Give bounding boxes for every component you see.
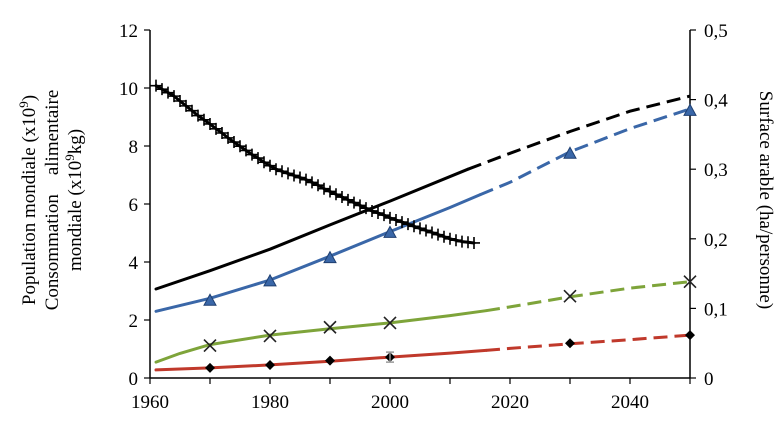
series-layer: [150, 79, 697, 373]
series-4-plus-marker: [444, 232, 456, 245]
right-y-tick-label: 0,1: [704, 299, 728, 320]
x-tick-label: 2000: [371, 392, 409, 413]
series-2-x-marker: [683, 275, 697, 289]
series-4-plus-marker: [438, 230, 450, 243]
series-2-solid-line: [154, 309, 488, 364]
plot-area: [149, 30, 691, 379]
x-tick-label: 2020: [491, 392, 529, 413]
series-4-plus-marker: [402, 218, 414, 231]
series-4-plus-marker: [342, 193, 354, 206]
series-4-plus-marker: [360, 202, 372, 215]
series-1-solid-line: [154, 193, 482, 313]
x-tick-label: 2040: [611, 392, 649, 413]
left-axis-title-line3: mondiale (x109kg): [62, 129, 86, 271]
series-4-plus-marker: [180, 99, 192, 112]
series-4-plus-marker: [420, 224, 432, 237]
series-4-plus-marker: [348, 196, 360, 209]
series-3-diamond-marker: [205, 362, 215, 373]
series-4-plus-marker: [324, 185, 336, 198]
series-4-plus-marker: [288, 169, 300, 182]
left-y-tick-label: 0: [129, 369, 139, 390]
series-4-solid-line: [154, 84, 476, 245]
series-1-triangle-marker: [203, 293, 217, 306]
series-4-plus-marker: [336, 191, 348, 204]
series-4-plus-marker: [174, 94, 186, 107]
series-4-plus-marker: [186, 104, 198, 117]
series-3-dashed-line: [485, 333, 691, 352]
series-4-plus-marker: [384, 211, 396, 224]
series-3-diamond-marker: [565, 338, 575, 349]
left-axis-title: Population mondiale (x109) Consommation …: [16, 90, 86, 311]
series-4-plus-marker: [408, 220, 420, 233]
left-y-tick-label: 10: [119, 79, 138, 100]
series-4-plus-marker: [318, 182, 330, 195]
error-bar-marker: [386, 351, 394, 363]
series-4-plus-marker: [414, 222, 426, 235]
left-axis-title-line2: Consommation alimentaire: [42, 90, 63, 311]
series-4-plus-marker: [372, 207, 384, 220]
series-4-plus-marker: [216, 127, 228, 140]
left-y-tick-label: 8: [129, 137, 139, 158]
left-y-tick-label: 2: [129, 311, 139, 332]
right-y-tick-label: 0,5: [704, 21, 728, 42]
series-3-diamond-marker: [325, 355, 335, 366]
right-y-tick-label: 0,3: [704, 160, 728, 181]
series-4-plus-marker: [294, 171, 306, 184]
left-y-tick-label: 4: [129, 253, 139, 274]
right-y-tick-label: 0,4: [704, 91, 728, 112]
series-4-plus-marker: [468, 236, 480, 249]
series-1-triangle-marker: [683, 103, 697, 116]
series-4-plus-marker: [270, 163, 282, 176]
series-3-diamond-marker: [685, 330, 695, 341]
series-4-plus-marker: [330, 188, 342, 201]
left-y-tick-label: 6: [129, 195, 139, 216]
left-y-tick-label: 12: [119, 21, 138, 42]
series-4-plus-marker: [306, 176, 318, 189]
series-2-x-marker: [203, 338, 217, 353]
series-2-x-marker: [263, 329, 277, 343]
series-1-triangle-marker: [263, 273, 277, 287]
series-4-plus-marker: [450, 234, 462, 247]
right-axis-title: Surface arable (ha/personne): [755, 91, 776, 309]
series-2-x-marker: [563, 289, 577, 303]
series-4-plus-marker: [378, 209, 390, 222]
series-4-plus-marker: [354, 199, 366, 212]
series-4-plus-marker: [390, 214, 402, 227]
series-1-dashed-line: [479, 107, 691, 197]
series-1-triangle-marker: [563, 146, 577, 159]
series-4-plus-marker: [366, 204, 378, 217]
series-3-diamond-marker: [265, 359, 275, 370]
series-2-dashed-line: [485, 280, 691, 313]
right-y-tick-label: 0,2: [704, 230, 728, 251]
series-4-plus-marker: [396, 216, 408, 229]
x-tick-label: 1960: [131, 392, 169, 413]
series-1-triangle-marker: [383, 225, 397, 238]
series-2-x-marker: [323, 320, 337, 334]
series-4-plus-marker: [276, 165, 288, 178]
series-1-triangle-marker: [323, 250, 337, 264]
series-4-plus-marker: [282, 167, 294, 180]
series-3-solid-line: [154, 348, 488, 372]
x-tick-label: 1980: [251, 392, 289, 413]
series-4-plus-marker: [300, 173, 312, 186]
series-2-x-marker: [383, 316, 397, 330]
series-4-plus-marker: [432, 228, 444, 241]
series-4-plus-marker: [426, 226, 438, 239]
series-4-plus-marker: [168, 90, 180, 103]
series-0-solid-line: [154, 167, 470, 291]
series-4-plus-marker: [204, 117, 216, 130]
ticks-layer: 1960 1980 2000 2020 2040 0 2 4 6 8 10 12 0 0,1 0,2 0,3 0…: [119, 21, 728, 413]
right-y-tick-label: 0: [704, 369, 714, 390]
series-0-dashed-line: [467, 94, 691, 171]
left-axis-title-line1: Population mondiale (x109): [16, 95, 40, 305]
right-axis-title-text: Surface arable (ha/personne): [755, 91, 776, 309]
